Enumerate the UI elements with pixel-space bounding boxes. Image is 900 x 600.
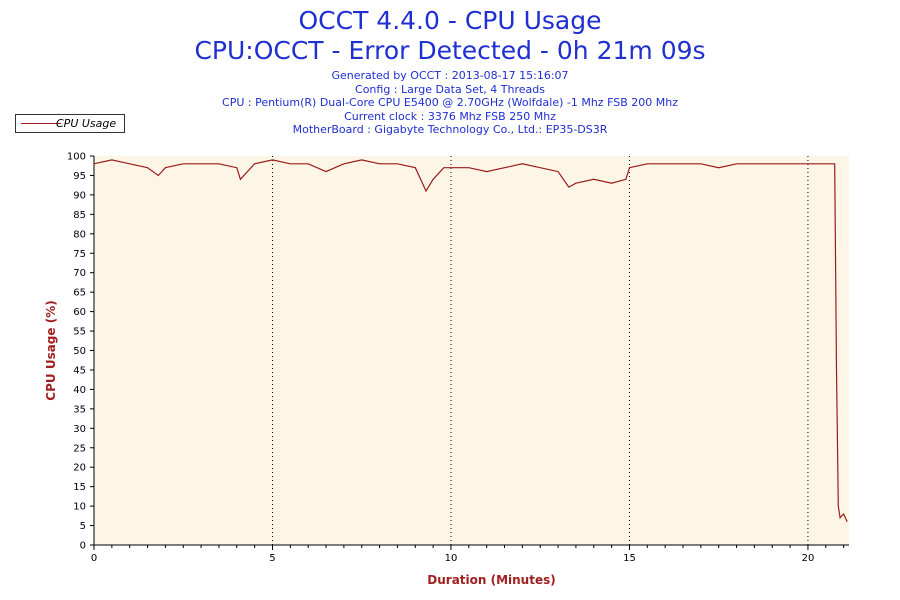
y-tick-label: 15 (73, 482, 86, 493)
info-cpu: CPU : Pentium(R) Dual-Core CPU E5400 @ 2… (222, 96, 678, 109)
y-tick-label: 70 (73, 268, 86, 279)
y-tick-label: 35 (73, 404, 86, 415)
x-tick-label: 10 (445, 553, 458, 564)
legend-swatch (21, 123, 61, 124)
x-tick-label: 5 (269, 553, 275, 564)
y-tick-label: 45 (73, 365, 86, 376)
y-tick-label: 30 (73, 424, 86, 435)
info-generated: Generated by OCCT : 2013-08-17 15:16:07 (331, 69, 569, 82)
plot-area (94, 156, 849, 545)
legend-label: CPU Usage (56, 117, 117, 130)
chart-subtitle: CPU:OCCT - Error Detected - 0h 21m 09s (194, 36, 706, 65)
y-tick-label: 25 (73, 443, 86, 454)
x-tick-label: 15 (623, 553, 636, 564)
y-tick-label: 95 (73, 171, 86, 182)
info-clock: Current clock : 3376 Mhz FSB 250 Mhz (344, 109, 556, 123)
y-axis-title: CPU Usage (%) (44, 300, 58, 400)
chart-title: OCCT 4.4.0 - CPU Usage (298, 6, 602, 35)
y-tick-label: 20 (73, 463, 86, 474)
y-tick-label: 40 (73, 385, 86, 396)
y-tick-label: 55 (73, 327, 86, 338)
y-tick-label: 0 (80, 541, 86, 552)
x-tick-label: 0 (91, 553, 97, 564)
y-tick-label: 10 (73, 502, 86, 513)
info-config: Config : Large Data Set, 4 Threads (355, 82, 545, 96)
y-tick-label: 75 (73, 249, 86, 260)
y-tick-label: 60 (73, 307, 86, 318)
series-line-cpu-usage (93, 159, 848, 522)
x-tick-label: 20 (802, 553, 815, 564)
y-tick-label: 100 (67, 152, 86, 163)
info-motherboard: MotherBoard : Gigabyte Technology Co., L… (292, 123, 608, 136)
legend: CPU Usage (15, 114, 125, 133)
y-tick-label: 90 (73, 190, 86, 201)
y-tick-label: 65 (73, 288, 86, 299)
info-block: Generated by OCCT : 2013-08-17 15:16:07 … (0, 69, 900, 137)
y-tick-label: 5 (80, 521, 86, 532)
y-tick-label: 50 (73, 346, 86, 357)
y-tick-label: 80 (73, 229, 86, 240)
y-tick-label: 85 (73, 210, 86, 221)
x-axis-title: Duration (Minutes) (427, 573, 555, 587)
